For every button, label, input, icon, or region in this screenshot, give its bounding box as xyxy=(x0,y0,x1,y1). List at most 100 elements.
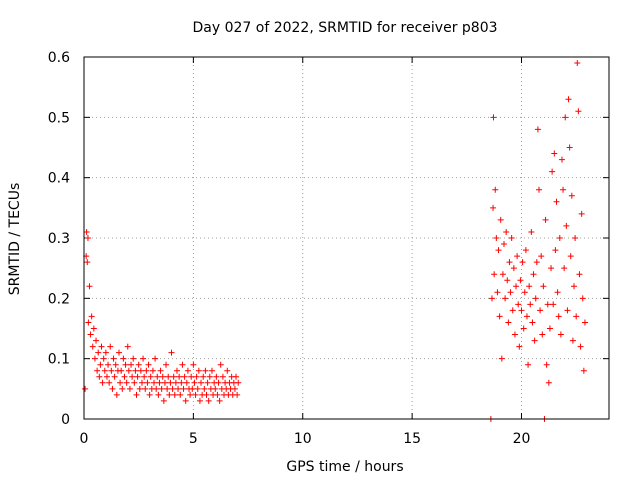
data-point xyxy=(527,301,534,308)
data-point xyxy=(87,331,94,338)
x-tick-label: 20 xyxy=(513,431,531,447)
data-point xyxy=(161,379,168,386)
data-point xyxy=(159,373,166,380)
data-point xyxy=(195,367,202,374)
data-point xyxy=(561,265,568,272)
data-point xyxy=(216,397,223,404)
data-point xyxy=(508,235,515,241)
data-point xyxy=(528,228,535,235)
data-point xyxy=(544,301,551,308)
data-point xyxy=(539,331,546,338)
data-point xyxy=(495,247,502,254)
data-point xyxy=(192,391,199,398)
data-point xyxy=(116,349,122,356)
data-point xyxy=(212,385,219,392)
data-point xyxy=(107,343,114,350)
data-point xyxy=(580,367,587,374)
plot-frame xyxy=(83,56,610,420)
data-point xyxy=(493,235,500,241)
data-point xyxy=(507,289,514,296)
data-point xyxy=(86,283,93,290)
data-point xyxy=(553,198,560,205)
data-point xyxy=(103,373,110,380)
data-point xyxy=(518,307,525,314)
y-tick-label: 0 xyxy=(61,412,70,428)
data-point xyxy=(501,241,507,248)
data-point xyxy=(102,349,109,356)
data-point xyxy=(520,325,527,332)
data-point xyxy=(134,373,141,380)
data-point xyxy=(171,391,178,398)
data-point xyxy=(581,319,588,326)
data-point xyxy=(118,367,125,374)
data-point xyxy=(203,391,210,398)
data-point xyxy=(540,283,547,290)
data-point xyxy=(167,379,174,386)
data-point xyxy=(168,349,175,356)
data-point xyxy=(98,343,105,350)
data-point xyxy=(136,385,143,392)
data-point xyxy=(110,355,117,362)
data-point xyxy=(494,289,501,296)
data-point xyxy=(97,361,104,368)
data-point xyxy=(525,361,532,368)
data-point xyxy=(91,355,98,362)
x-tick-label: 10 xyxy=(294,431,312,447)
data-point xyxy=(536,186,542,193)
data-point xyxy=(144,379,151,386)
data-point xyxy=(491,271,498,278)
data-point xyxy=(530,271,537,278)
data-point xyxy=(140,355,147,362)
data-point xyxy=(124,343,131,350)
data-point xyxy=(202,367,209,374)
data-point xyxy=(175,385,182,392)
data-point xyxy=(84,235,91,241)
data-point xyxy=(564,307,571,314)
data-point xyxy=(183,379,190,386)
x-tick-label: 0 xyxy=(80,431,89,447)
x-axis-label: GPS time / hours xyxy=(286,459,403,475)
data-point xyxy=(129,373,136,380)
data-point xyxy=(149,367,156,374)
data-point xyxy=(145,361,152,368)
data-point xyxy=(579,295,586,302)
data-point xyxy=(143,367,150,374)
data-point xyxy=(187,391,194,398)
data-point xyxy=(538,253,545,260)
data-point xyxy=(83,228,90,235)
data-point xyxy=(511,331,518,338)
y-tick-label: 0.4 xyxy=(48,171,70,187)
data-point xyxy=(205,397,212,404)
data-point xyxy=(204,379,211,386)
data-point xyxy=(572,235,579,241)
data-point xyxy=(191,379,198,386)
y-tick-label: 0.3 xyxy=(48,231,70,247)
data-point xyxy=(529,319,536,326)
data-point xyxy=(513,283,520,290)
data-point xyxy=(158,385,165,392)
data-point xyxy=(200,373,207,380)
data-point xyxy=(577,343,584,350)
data-point xyxy=(488,295,495,302)
y-tick-label: 0.1 xyxy=(48,352,70,368)
data-point xyxy=(574,60,581,67)
data-point xyxy=(166,391,173,398)
grid-lines xyxy=(84,57,609,419)
data-point xyxy=(119,385,126,392)
data-point xyxy=(560,186,567,193)
data-point xyxy=(499,271,506,278)
data-point xyxy=(125,367,132,374)
data-point xyxy=(126,385,133,392)
data-point xyxy=(109,385,116,392)
data-point xyxy=(502,295,509,302)
data-point xyxy=(188,373,195,380)
data-point xyxy=(112,361,119,368)
data-point xyxy=(194,385,201,392)
data-point xyxy=(88,313,95,320)
data-point xyxy=(234,391,241,398)
data-point xyxy=(555,313,562,320)
data-point xyxy=(548,265,555,272)
data-point xyxy=(565,96,572,103)
data-point xyxy=(157,367,164,374)
